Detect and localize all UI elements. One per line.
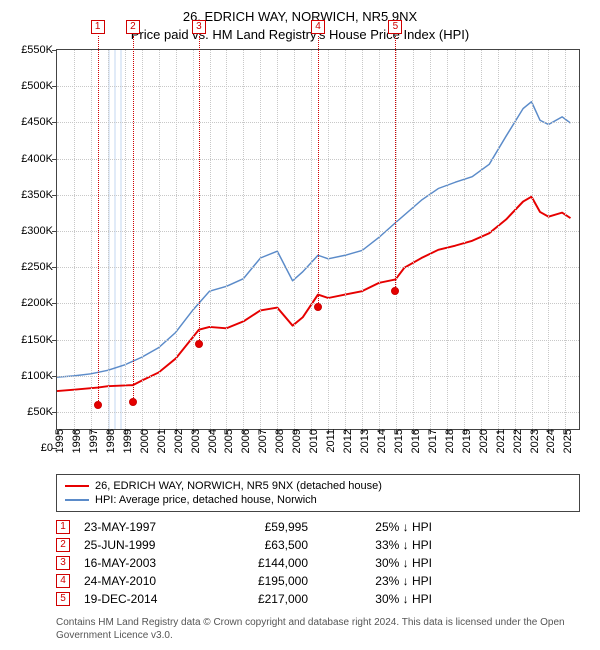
x-axis-label: 2004 [201, 429, 219, 453]
x-axis-label: 2001 [150, 429, 168, 453]
sales-row-marker: 3 [56, 556, 70, 570]
sale-dot [195, 340, 203, 348]
price-chart: £0£50K£100K£150K£200K£250K£300K£350K£400… [56, 49, 580, 430]
sales-row-diff: 33% ↓ HPI [322, 538, 432, 552]
sale-marker-line [395, 36, 396, 291]
y-axis-label: £300K [21, 225, 57, 237]
x-axis-label: 2000 [133, 429, 151, 453]
x-axis-label: 2012 [336, 429, 354, 453]
legend-swatch [65, 485, 89, 487]
sale-marker-line [318, 36, 319, 307]
y-axis-label: £100K [21, 370, 57, 382]
x-axis-label: 1999 [116, 429, 134, 453]
y-axis-label: £400K [21, 153, 57, 165]
x-axis-label: 1998 [99, 429, 117, 453]
x-axis-label: 2019 [455, 429, 473, 453]
y-axis-label: £450K [21, 116, 57, 128]
sale-marker: 1 [91, 20, 105, 34]
sales-row: 4 24-MAY-2010 £195,000 23% ↓ HPI [56, 572, 580, 590]
x-axis-label: 2016 [404, 429, 422, 453]
x-axis-label: 2013 [353, 429, 371, 453]
sales-row: 3 16-MAY-2003 £144,000 30% ↓ HPI [56, 554, 580, 572]
x-axis-label: 2007 [251, 429, 269, 453]
x-axis-label: 2022 [506, 429, 524, 453]
sales-table: 1 23-MAY-1997 £59,995 25% ↓ HPI 2 25-JUN-1999… [56, 518, 580, 608]
sales-row-price: £63,500 [218, 538, 308, 552]
sales-row-date: 16-MAY-2003 [84, 556, 204, 570]
x-axis-label: 2014 [370, 429, 388, 453]
legend-label: 26, EDRICH WAY, NORWICH, NR5 9NX (detach… [95, 480, 382, 492]
y-axis-label: £550K [21, 44, 57, 56]
sales-row-diff: 25% ↓ HPI [322, 520, 432, 534]
sales-row-marker: 2 [56, 538, 70, 552]
x-axis-label: 2011 [319, 429, 337, 453]
x-axis-label: 2018 [438, 429, 456, 453]
legend-item-property: 26, EDRICH WAY, NORWICH, NR5 9NX (detach… [65, 479, 571, 493]
sale-marker: 2 [126, 20, 140, 34]
x-axis-label: 2017 [421, 429, 439, 453]
sale-marker: 3 [192, 20, 206, 34]
series-property [57, 197, 571, 391]
sales-row-diff: 23% ↓ HPI [322, 574, 432, 588]
x-axis-label: 2009 [285, 429, 303, 453]
sale-dot [94, 401, 102, 409]
x-axis-label: 1997 [82, 429, 100, 453]
sale-marker-line [98, 36, 99, 405]
sales-row-date: 23-MAY-1997 [84, 520, 204, 534]
x-axis-label: 1995 [48, 429, 66, 453]
sale-dot [314, 303, 322, 311]
x-axis-label: 2002 [167, 429, 185, 453]
sales-row-price: £195,000 [218, 574, 308, 588]
x-axis-label: 2008 [268, 429, 286, 453]
x-axis-label: 2023 [523, 429, 541, 453]
x-axis-label: 1996 [65, 429, 83, 453]
x-axis-label: 2021 [489, 429, 507, 453]
sales-row-date: 25-JUN-1999 [84, 538, 204, 552]
legend-swatch [65, 499, 89, 501]
sales-row-marker: 1 [56, 520, 70, 534]
sales-row-price: £59,995 [218, 520, 308, 534]
sale-marker-line [133, 36, 134, 402]
sales-row: 5 19-DEC-2014 £217,000 30% ↓ HPI [56, 590, 580, 608]
x-axis-label: 2025 [556, 429, 574, 453]
legend-item-hpi: HPI: Average price, detached house, Norw… [65, 493, 571, 507]
x-axis-label: 2015 [387, 429, 405, 453]
y-axis-label: £200K [21, 297, 57, 309]
y-axis-label: £250K [21, 261, 57, 273]
y-axis-label: £500K [21, 80, 57, 92]
x-axis-label: 2020 [472, 429, 490, 453]
sales-row: 1 23-MAY-1997 £59,995 25% ↓ HPI [56, 518, 580, 536]
sales-row-diff: 30% ↓ HPI [322, 592, 432, 606]
sales-row-price: £144,000 [218, 556, 308, 570]
sales-row-diff: 30% ↓ HPI [322, 556, 432, 570]
footer-attribution: Contains HM Land Registry data © Crown c… [56, 616, 580, 642]
sale-marker: 4 [311, 20, 325, 34]
sales-row-date: 24-MAY-2010 [84, 574, 204, 588]
y-axis-label: £150K [21, 334, 57, 346]
x-axis-label: 2005 [217, 429, 235, 453]
legend-label: HPI: Average price, detached house, Norw… [95, 494, 317, 506]
x-axis-label: 2003 [184, 429, 202, 453]
x-axis-label: 2024 [539, 429, 557, 453]
sales-row-marker: 5 [56, 592, 70, 606]
sales-row-price: £217,000 [218, 592, 308, 606]
series-hpi [57, 102, 571, 378]
sale-marker-line [199, 36, 200, 344]
sales-row-date: 19-DEC-2014 [84, 592, 204, 606]
sales-row-marker: 4 [56, 574, 70, 588]
sales-row: 2 25-JUN-1999 £63,500 33% ↓ HPI [56, 536, 580, 554]
y-axis-label: £50K [27, 406, 57, 418]
chart-legend: 26, EDRICH WAY, NORWICH, NR5 9NX (detach… [56, 474, 580, 512]
x-axis-label: 2010 [302, 429, 320, 453]
sale-marker: 5 [388, 20, 402, 34]
y-axis-label: £350K [21, 189, 57, 201]
x-axis-label: 2006 [234, 429, 252, 453]
